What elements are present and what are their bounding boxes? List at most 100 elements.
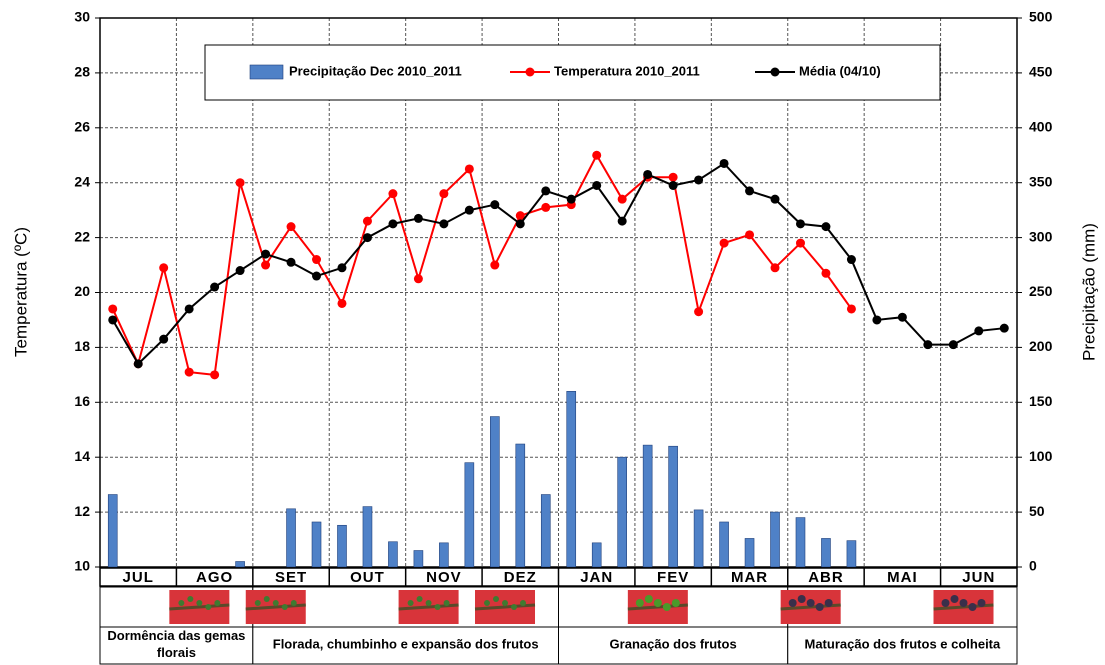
photo-detail bbox=[798, 595, 806, 603]
photo-detail bbox=[264, 596, 270, 602]
bar bbox=[541, 495, 550, 567]
photo-detail bbox=[408, 600, 414, 606]
bar bbox=[796, 518, 805, 567]
marker bbox=[287, 222, 296, 231]
chart: Temperatura (ºC) Precipitação (mm) 10121… bbox=[0, 0, 1105, 665]
y-tick-label: 24 bbox=[74, 173, 90, 189]
photo-detail bbox=[645, 595, 653, 603]
marker bbox=[771, 195, 780, 204]
y2-tick-label: 50 bbox=[1029, 503, 1045, 519]
y2-tick-label: 150 bbox=[1029, 393, 1053, 409]
marker bbox=[490, 261, 499, 270]
bar bbox=[821, 538, 830, 567]
photo-detail bbox=[816, 603, 824, 611]
marker bbox=[541, 186, 550, 195]
y-tick-label: 10 bbox=[74, 558, 90, 574]
bar bbox=[337, 525, 346, 567]
marker bbox=[236, 266, 245, 275]
photo-detail bbox=[493, 596, 499, 602]
bar bbox=[847, 541, 856, 567]
y2-tick-label: 400 bbox=[1029, 119, 1053, 135]
month-label: FEV bbox=[657, 569, 689, 586]
marker bbox=[771, 263, 780, 272]
photo-detail bbox=[942, 599, 950, 607]
photo-detail bbox=[978, 599, 986, 607]
marker bbox=[567, 195, 576, 204]
bar bbox=[287, 509, 296, 567]
bar bbox=[771, 512, 780, 567]
y2-tick-label: 300 bbox=[1029, 228, 1053, 244]
marker bbox=[592, 151, 601, 160]
bar bbox=[414, 551, 423, 567]
bar bbox=[108, 495, 117, 567]
photo-detail bbox=[502, 600, 508, 606]
month-label: JAN bbox=[580, 569, 613, 586]
bar bbox=[643, 445, 652, 567]
marker bbox=[1000, 324, 1009, 333]
y2-tick-label: 500 bbox=[1029, 9, 1053, 25]
month-label: MAI bbox=[887, 569, 918, 586]
photo-detail bbox=[636, 599, 644, 607]
month-label: JUN bbox=[962, 569, 995, 586]
photo-detail bbox=[282, 604, 288, 610]
phase-label: Florada, chumbinho e expansão dos frutos bbox=[273, 636, 539, 651]
photo-detail bbox=[663, 603, 671, 611]
legend-swatch bbox=[250, 65, 283, 79]
marker bbox=[541, 203, 550, 212]
photo-detail bbox=[444, 600, 450, 606]
marker bbox=[745, 186, 754, 195]
marker bbox=[414, 214, 423, 223]
marker bbox=[847, 255, 856, 264]
marker bbox=[490, 200, 499, 209]
month-label: ABR bbox=[808, 569, 844, 586]
y-tick-label: 18 bbox=[74, 338, 90, 354]
marker bbox=[312, 255, 321, 264]
photo-detail bbox=[484, 600, 490, 606]
photo-detail bbox=[426, 600, 432, 606]
y-tick-label: 14 bbox=[74, 448, 90, 464]
bar bbox=[388, 542, 397, 567]
marker bbox=[821, 269, 830, 278]
marker bbox=[592, 181, 601, 190]
marker bbox=[745, 230, 754, 239]
marker bbox=[669, 173, 678, 182]
marker bbox=[872, 315, 881, 324]
phase-label: Maturação dos frutos e colheita bbox=[804, 636, 1001, 651]
y-axis-title: Temperatura (ºC) bbox=[11, 227, 30, 357]
y2-tick-label: 350 bbox=[1029, 173, 1053, 189]
photo-detail bbox=[205, 604, 211, 610]
bar bbox=[694, 510, 703, 567]
legend-label: Média (04/10) bbox=[799, 63, 881, 78]
marker bbox=[363, 217, 372, 226]
phase-label: Granação dos frutos bbox=[610, 636, 737, 651]
photo-detail bbox=[951, 595, 959, 603]
marker bbox=[669, 181, 678, 190]
legend-label: Precipitação Dec 2010_2011 bbox=[289, 63, 462, 78]
marker bbox=[337, 263, 346, 272]
marker bbox=[974, 326, 983, 335]
legend-label: Temperatura 2010_2011 bbox=[554, 63, 700, 78]
bar bbox=[669, 446, 678, 567]
photo-detail bbox=[807, 599, 815, 607]
photo-detail bbox=[187, 596, 193, 602]
marker bbox=[923, 340, 932, 349]
bar bbox=[592, 543, 601, 567]
legend-marker bbox=[526, 68, 535, 77]
bar bbox=[363, 507, 372, 567]
marker bbox=[337, 299, 346, 308]
y-tick-label: 26 bbox=[74, 119, 90, 135]
photo-detail bbox=[255, 600, 261, 606]
marker bbox=[414, 274, 423, 283]
phase-line: Dormência das gemas bbox=[107, 628, 245, 643]
marker bbox=[618, 217, 627, 226]
bar bbox=[618, 457, 627, 567]
marker bbox=[287, 258, 296, 267]
marker bbox=[159, 263, 168, 272]
photo-detail bbox=[825, 599, 833, 607]
y-tick-label: 16 bbox=[74, 393, 90, 409]
photo-detail bbox=[654, 599, 662, 607]
month-label: AGO bbox=[196, 569, 233, 586]
photo-detail bbox=[511, 604, 517, 610]
y2-tick-label: 0 bbox=[1029, 558, 1037, 574]
bar bbox=[312, 522, 321, 567]
